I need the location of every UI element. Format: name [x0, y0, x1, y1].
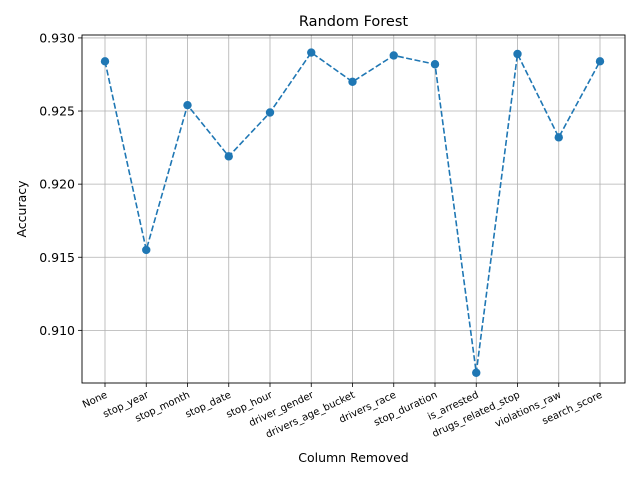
- y-tick-label: 0.910: [39, 323, 75, 338]
- x-tick-label: stop_date: [184, 390, 233, 421]
- data-point-stop-duration: [430, 60, 440, 69]
- data-point-stop-hour: [265, 108, 275, 117]
- data-point-stop-month: [183, 100, 192, 110]
- grid: [82, 35, 625, 383]
- data-point-driver-gender: [307, 48, 316, 57]
- data-point-stop-year: [142, 245, 151, 255]
- x-tick-label: None: [81, 390, 109, 411]
- data-points: [100, 48, 605, 377]
- data-point-drivers-age-bucket: [348, 77, 357, 86]
- data-point-search-score: [595, 57, 605, 66]
- data-point-none: [100, 57, 110, 66]
- chart-title: Random Forest: [299, 14, 408, 30]
- y-tick-label: 0.930: [39, 30, 75, 45]
- data-point-drugs-related-stop: [513, 49, 522, 59]
- data-point-drivers-race: [389, 51, 398, 60]
- data-point-violations-raw: [554, 133, 563, 142]
- x-axis-label: Column Removed: [298, 450, 409, 465]
- data-point-stop-date: [224, 152, 233, 161]
- y-axis-label: Accuracy: [14, 180, 29, 238]
- y-tick-label: 0.915: [39, 250, 75, 265]
- y-tick-label: 0.920: [39, 177, 75, 192]
- y-tick-label: 0.925: [39, 104, 75, 119]
- axes-frame: [81, 34, 626, 384]
- axis-ticks: [78, 37, 601, 387]
- data-point-is-arrested: [472, 368, 481, 377]
